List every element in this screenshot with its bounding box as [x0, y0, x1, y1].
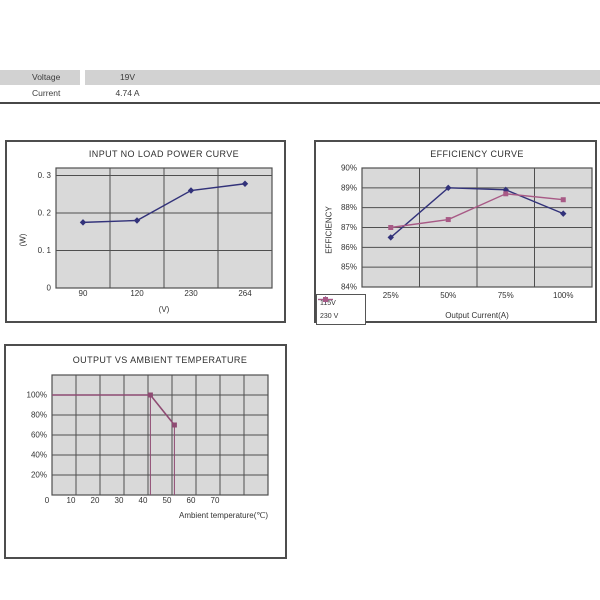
svg-text:30: 30	[115, 496, 124, 505]
spec-row-voltage: Voltage 19V	[0, 70, 600, 85]
svg-text:264: 264	[238, 289, 252, 298]
chart-canvas-input-no-load: 0 0. 1 0. 2 0. 3 90 120 230 264	[38, 167, 273, 298]
svg-text:10: 10	[67, 496, 76, 505]
svg-text:70: 70	[211, 496, 220, 505]
svg-text:50%: 50%	[440, 291, 456, 300]
chart-efficiency: 84% 85% 86% 87% 88% 89% 90% 25% 50% 75% 100% EFFIC…	[314, 140, 597, 325]
svg-text:100%: 100%	[553, 291, 573, 300]
svg-text:90%: 90%	[341, 164, 357, 173]
svg-text:20: 20	[91, 496, 100, 505]
legend: 115V 230 V	[316, 294, 366, 325]
svg-text:120: 120	[130, 289, 144, 298]
chart-title: INPUT NO LOAD POWER CURVE	[88, 149, 240, 159]
svg-text:86%: 86%	[341, 243, 357, 252]
spec-table: Voltage 19V Current 4.74 A	[0, 70, 600, 102]
y-axis-label: EFFICIENCY	[324, 206, 334, 254]
y-axis-label: (W)	[18, 233, 28, 247]
legend-label-230v: 230 V	[320, 312, 339, 320]
svg-text:75%: 75%	[498, 291, 514, 300]
svg-text:100%: 100%	[27, 391, 47, 400]
chart-canvas-output-vs-ambient: 0 10 20 30 40 50 60 70 20% 40% 60% 80% 100%	[27, 374, 269, 505]
legend-item-230v: 230 V	[317, 297, 365, 322]
voltage-value: 19V	[119, 72, 136, 82]
horizontal-rule	[0, 102, 600, 104]
chart-title: EFFICIENCY CURVE	[430, 149, 524, 159]
svg-text:40: 40	[139, 496, 148, 505]
spec-label-voltage: Voltage	[0, 70, 80, 85]
svg-text:87%: 87%	[341, 223, 357, 232]
svg-text:25%: 25%	[383, 291, 399, 300]
chart-output-vs-ambient-temperature: 0 10 20 30 40 50 60 70 20% 40% 60% 80% 100% OUTPUT V…	[4, 344, 287, 559]
svg-text:0. 2: 0. 2	[38, 209, 52, 218]
legend-line-marker-230v-icon	[318, 297, 333, 302]
svg-text:40%: 40%	[31, 451, 47, 460]
chart-input-no-load-power: 0 0. 1 0. 2 0. 3 90 120 230 264 INPUT NO LOAD P…	[5, 140, 286, 323]
spec-value-voltage: 19V	[85, 70, 600, 85]
svg-text:230: 230	[184, 289, 198, 298]
svg-text:80%: 80%	[31, 411, 47, 420]
spec-value-current: 4.74 A	[85, 86, 600, 101]
spec-row-current: Current 4.74 A	[0, 86, 600, 101]
svg-text:60%: 60%	[31, 431, 47, 440]
svg-text:0: 0	[47, 284, 52, 293]
svg-text:60: 60	[187, 496, 196, 505]
svg-text:90: 90	[79, 289, 88, 298]
svg-text:50: 50	[163, 496, 172, 505]
chart-canvas-efficiency: 84% 85% 86% 87% 88% 89% 90% 25% 50% 75% 100%	[341, 164, 593, 300]
svg-text:85%: 85%	[341, 263, 357, 272]
svg-text:84%: 84%	[341, 283, 357, 292]
svg-text:0. 1: 0. 1	[38, 246, 52, 255]
svg-text:20%: 20%	[31, 471, 47, 480]
chart-title: OUTPUT VS AMBIENT TEMPERATURE	[72, 355, 248, 365]
svg-text:0. 3: 0. 3	[38, 171, 52, 180]
current-value: 4.74 A	[115, 88, 140, 98]
legend-label-115v: 115V	[320, 299, 336, 307]
spec-label-current: Current	[32, 88, 61, 98]
x-axis-label: Output Current(A)	[445, 311, 509, 320]
svg-text:89%: 89%	[341, 183, 357, 192]
x-axis-label: Ambient temperature(℃)	[178, 511, 268, 520]
svg-text:88%: 88%	[341, 203, 357, 212]
svg-text:0: 0	[45, 496, 50, 505]
x-axis-label: (V)	[158, 305, 170, 314]
